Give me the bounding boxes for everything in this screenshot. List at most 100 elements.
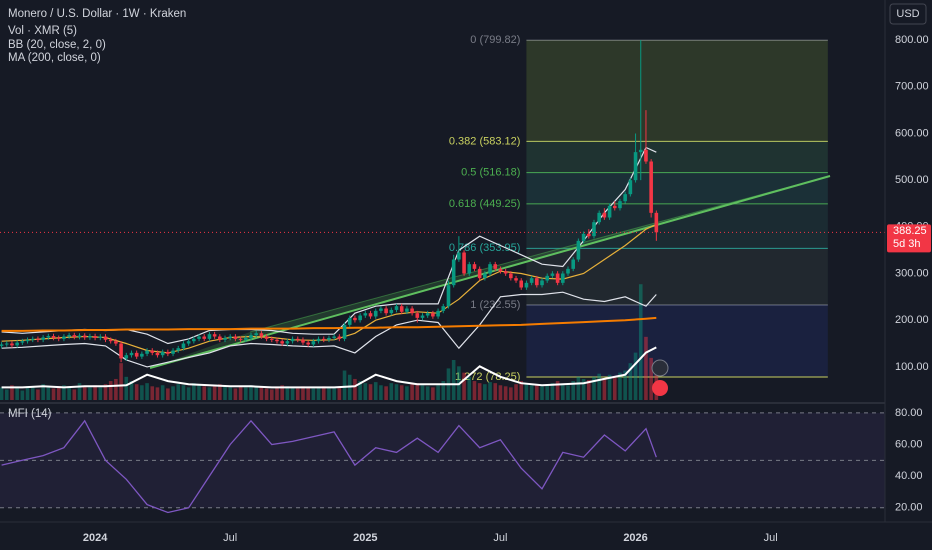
volume-bar: [633, 352, 638, 400]
candle-body: [249, 335, 253, 338]
candle-body: [114, 341, 118, 344]
candle-body: [77, 335, 82, 337]
last-price-label: 388.25: [893, 225, 927, 237]
volume-bar: [212, 385, 217, 400]
candle-body: [389, 309, 394, 314]
y-tick-label: 700.00: [895, 81, 929, 93]
currency-button[interactable]: [889, 3, 927, 25]
candle-body: [301, 339, 305, 343]
volume-bar: [358, 381, 362, 400]
fib-zone: [526, 141, 828, 173]
indicator-label: MA (200, close, 0): [8, 52, 101, 64]
candle-body: [15, 342, 19, 346]
volume-bar: [498, 385, 503, 400]
volume-bar: [321, 386, 326, 400]
volume-bar: [301, 386, 305, 400]
volume-bar: [467, 376, 472, 400]
candle-body: [488, 264, 492, 274]
candle-body: [519, 280, 524, 288]
volume-bar: [431, 387, 435, 400]
candle-body: [41, 337, 45, 340]
candle-body: [394, 306, 399, 310]
candle-body: [93, 336, 97, 338]
volume-bar: [509, 387, 513, 400]
candle-body: [649, 161, 653, 213]
candle-body: [150, 350, 155, 353]
volume-bar: [41, 384, 45, 400]
currency-button-label[interactable]: USD: [896, 8, 919, 20]
volume-bar: [550, 383, 555, 400]
event-icon[interactable]: [651, 359, 669, 377]
volume-bar: [373, 382, 378, 400]
flag-icon[interactable]: [652, 380, 668, 396]
candle-body: [166, 351, 170, 354]
volume-bar: [249, 385, 253, 400]
candle-body: [218, 336, 222, 340]
volume-bar: [555, 381, 560, 400]
candle-body: [638, 149, 643, 153]
candle-body: [238, 338, 243, 340]
candle-body: [202, 336, 207, 339]
volume-bar: [649, 357, 653, 400]
volume-bar: [103, 384, 108, 400]
volume-bar: [207, 387, 212, 400]
candle-body: [269, 338, 274, 340]
volume-bar: [150, 386, 155, 400]
candle-body: [483, 273, 487, 279]
candle-body: [457, 252, 461, 260]
volume-bar: [394, 384, 399, 400]
volume-bar: [186, 387, 191, 400]
volume-bar: [295, 388, 300, 400]
volume-bar: [540, 386, 544, 400]
volume-bar: [254, 386, 258, 400]
volume-bar: [82, 386, 87, 400]
candle-body: [4, 343, 9, 345]
volume-bar: [420, 385, 425, 400]
volume-bar: [566, 385, 570, 400]
candle-body: [160, 351, 165, 356]
candle-body: [0, 344, 4, 346]
volume-bar: [119, 363, 123, 400]
fib-label: 0.5 (516.18): [461, 167, 520, 179]
candle-body: [498, 268, 503, 272]
candle-body: [129, 352, 134, 356]
volume-bar: [379, 385, 383, 400]
fib-label: 0 (799.82): [470, 34, 520, 46]
volume-bar: [581, 378, 586, 400]
candle-body: [555, 273, 560, 283]
candle-body: [628, 180, 633, 195]
volume-bar: [160, 385, 165, 400]
countdown-label: 5d 3h: [893, 238, 921, 250]
volume-bar: [644, 336, 648, 400]
volume-bar: [36, 389, 40, 400]
candle-body: [254, 333, 258, 336]
volume-bar: [259, 387, 264, 400]
candle-body: [103, 336, 108, 340]
volume-bar: [0, 387, 4, 400]
candle-body: [140, 353, 144, 357]
candle-body: [119, 343, 123, 359]
candle-body: [342, 324, 347, 339]
candle-body: [264, 336, 269, 339]
fib-layer: 0 (799.82) 0.382 (583.12) 0.5 (516.18) 0.61…: [449, 34, 828, 383]
y-tick-label: 200.00: [895, 314, 929, 326]
mfi-tick-label: 40.00: [895, 470, 923, 482]
candle-body: [337, 336, 342, 339]
indicator-line: [1, 316, 657, 332]
x-tick-label: 2026: [623, 532, 647, 544]
volume-bar: [337, 387, 342, 400]
x-tick-label: 2024: [83, 532, 108, 544]
candle-body: [244, 337, 248, 340]
fib-label: 0.382 (583.12): [449, 135, 521, 147]
volume-bar: [327, 387, 331, 400]
y-tick-label: 500.00: [895, 174, 929, 186]
candle-body: [155, 352, 160, 356]
candle-body: [192, 338, 196, 342]
volume-bar: [451, 360, 456, 400]
y-tick-label: 600.00: [895, 127, 929, 139]
volume-bar: [592, 376, 596, 400]
volume-bar: [602, 378, 607, 400]
volume-bar: [93, 385, 97, 400]
volume-bar: [88, 387, 92, 400]
